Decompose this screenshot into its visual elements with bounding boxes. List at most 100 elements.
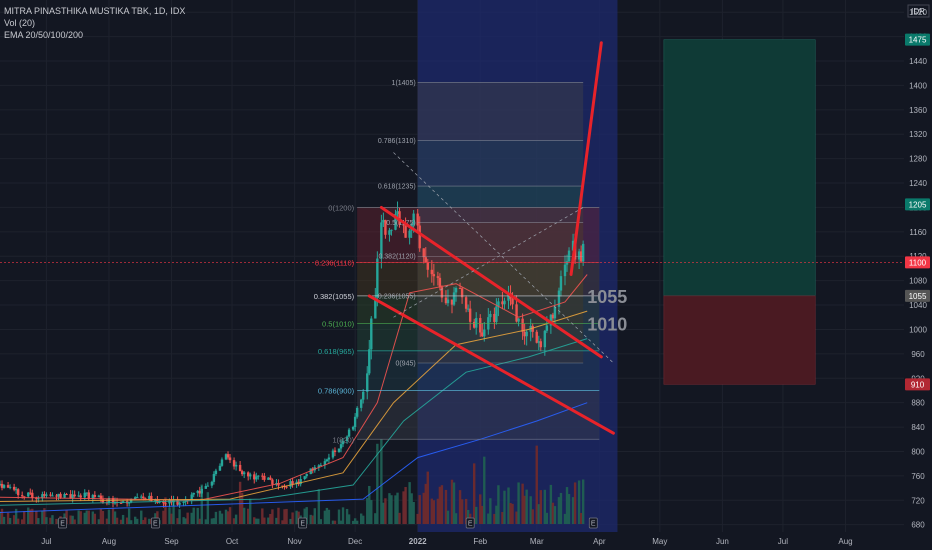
candle-body <box>164 503 167 505</box>
volume-bar <box>565 487 569 524</box>
price-tick-label: 1280 <box>909 155 927 164</box>
volume-bar <box>553 506 557 524</box>
candle-body <box>311 468 314 471</box>
candle-body <box>565 261 569 265</box>
candle-body <box>182 501 185 503</box>
candle-body <box>432 274 436 277</box>
volume-bar <box>71 515 74 524</box>
candle-body <box>396 211 399 214</box>
candle-body <box>515 304 518 322</box>
candle-body <box>97 495 101 497</box>
volume-bar <box>136 518 139 524</box>
volume-bar <box>353 518 357 524</box>
candle-body <box>93 494 97 497</box>
volume-bar <box>374 513 377 524</box>
candle-body <box>577 251 581 260</box>
price-tick-label: 1320 <box>909 130 927 139</box>
ema-line-200 <box>0 402 588 513</box>
fib-level-label: 0.618(965) <box>318 347 355 356</box>
time-axis: Jul Aug Sep Oct Nov Dec 2022 Feb Mar Apr May Jun Jul… <box>0 517 932 550</box>
price-axis: 1520148014401400136013201280124012001160… <box>904 0 932 550</box>
volume-bar <box>444 489 448 524</box>
volume-bar <box>55 518 58 524</box>
volume-bar <box>107 509 111 524</box>
volume-bar <box>436 498 440 524</box>
candle-body <box>299 479 302 485</box>
fib-band <box>357 262 600 296</box>
earnings-marker <box>588 517 598 529</box>
candle-body <box>507 292 510 301</box>
volume-bar <box>422 492 425 524</box>
volume-bar <box>73 519 76 524</box>
time-tick-label: Feb <box>473 537 487 546</box>
fib-ext-label: 0.236(1055) <box>378 293 416 300</box>
fib-ext-label: 0.618(1235) <box>378 184 416 191</box>
volume-bar <box>368 485 371 524</box>
volume-bar <box>523 495 526 524</box>
volume-bar <box>65 510 68 524</box>
volume-bar <box>113 511 117 524</box>
candle-body <box>271 479 274 485</box>
volume-bar <box>204 519 208 524</box>
volume-bar <box>275 517 278 524</box>
volume-bar <box>281 520 284 524</box>
candle-body <box>376 258 379 298</box>
volume-bar <box>16 518 20 524</box>
volume-bar <box>133 516 137 524</box>
candle-body <box>537 341 540 343</box>
chart-legend: MITRA PINASTHIKA MUSTIKA TBK, 1D, IDX Vo… <box>4 5 185 41</box>
volume-bar <box>27 507 30 524</box>
volume-bar <box>69 515 72 524</box>
candle-body <box>483 329 486 337</box>
candle-body <box>345 436 349 442</box>
volume-bar <box>228 507 232 524</box>
candle-body <box>77 495 80 497</box>
volume-bar <box>454 513 458 524</box>
volume-bar <box>347 514 351 524</box>
volume-bar <box>263 517 266 524</box>
price-axis-bg <box>904 0 932 550</box>
volume-bar <box>337 509 341 524</box>
price-tick-label: 1080 <box>909 277 927 286</box>
diagonal-guide <box>393 152 614 364</box>
volume-bar <box>8 517 12 524</box>
volume-bar <box>549 484 553 524</box>
time-tick-label: Oct <box>226 537 239 546</box>
volume-bar <box>581 479 585 524</box>
fib-ext-label: 0(945) <box>395 361 415 368</box>
candle-body <box>261 475 264 477</box>
volume-bar <box>452 482 456 524</box>
volume-bar <box>531 509 534 524</box>
candle-body <box>99 495 103 500</box>
volume-bar <box>277 507 280 524</box>
ema-indicator-label[interactable]: EMA 20/50/100/200 <box>4 30 84 40</box>
symbol-title[interactable]: MITRA PINASTHIKA MUSTIKA TBK, 1D, IDX <box>4 6 186 16</box>
candle-body <box>404 225 407 238</box>
candle-body <box>475 318 478 328</box>
candle-body <box>16 489 20 496</box>
volume-bar <box>489 498 492 524</box>
candle-body <box>382 219 385 223</box>
candle-body <box>277 483 280 486</box>
candle-body <box>200 488 203 494</box>
volume-bar <box>176 518 179 524</box>
candle-body <box>319 465 323 467</box>
volume-bar <box>410 493 413 524</box>
volume-bar <box>220 513 224 524</box>
candle-body <box>27 492 30 497</box>
candle-body <box>263 475 266 480</box>
price-tick-label: 880 <box>911 399 925 408</box>
price-tick-label: 1440 <box>909 57 927 66</box>
time-tick-label: Mar <box>530 537 544 546</box>
candle-body <box>242 472 246 475</box>
candle-body <box>154 499 157 501</box>
volume-bar <box>323 510 327 524</box>
candle-body <box>374 297 377 319</box>
currency-box[interactable] <box>907 4 930 18</box>
candle-body <box>430 269 434 275</box>
channel-upper-line <box>379 205 603 359</box>
price-tick-label: 1520 <box>909 8 927 17</box>
candle-body <box>224 454 228 460</box>
volume-indicator-label[interactable]: Vol (20) <box>4 18 36 28</box>
